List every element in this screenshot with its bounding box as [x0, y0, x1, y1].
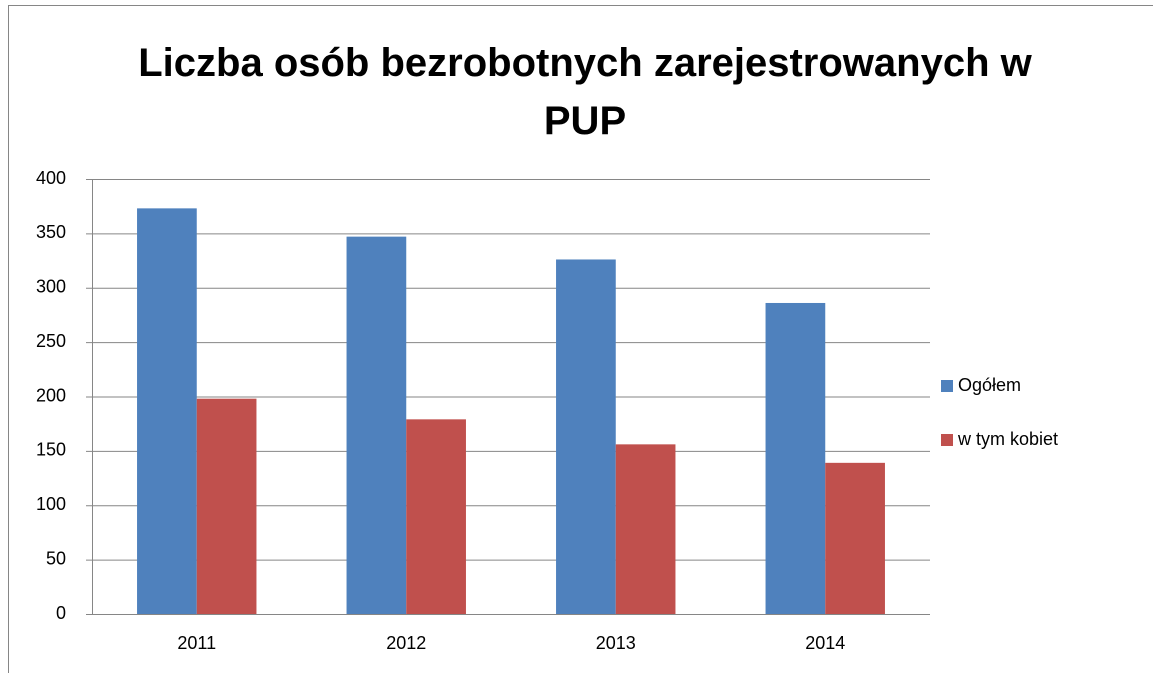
legend-label: Ogółem — [958, 375, 1021, 395]
bar — [137, 208, 197, 615]
chart-title: Liczba osób bezrobotnych zarejestrowanyc… — [138, 41, 1032, 143]
bar — [406, 419, 466, 614]
x-tick-label: 2014 — [805, 633, 845, 653]
bar — [196, 398, 257, 614]
y-tick-label: 100 — [36, 494, 66, 514]
bar — [615, 444, 676, 614]
bar — [765, 302, 826, 614]
x-tick-label: 2012 — [386, 633, 426, 653]
legend-swatch — [941, 380, 953, 392]
legend-label: w tym kobiet — [957, 429, 1058, 449]
bar — [556, 259, 616, 614]
x-tick-label: 2013 — [596, 633, 636, 653]
y-tick-label: 150 — [36, 440, 66, 460]
y-tick-label: 50 — [46, 548, 66, 568]
chart-border — [8, 5, 1153, 673]
y-tick-label: 200 — [36, 385, 66, 405]
bar — [825, 462, 885, 614]
y-tick-label: 400 — [36, 168, 66, 188]
y-tick-label: 0 — [56, 603, 66, 623]
legend-swatch — [941, 434, 953, 446]
x-tick-label: 2011 — [177, 633, 216, 653]
bar — [346, 236, 407, 614]
y-tick-label: 300 — [36, 277, 66, 297]
y-tick-label: 350 — [36, 222, 66, 242]
y-tick-label: 250 — [36, 331, 66, 351]
